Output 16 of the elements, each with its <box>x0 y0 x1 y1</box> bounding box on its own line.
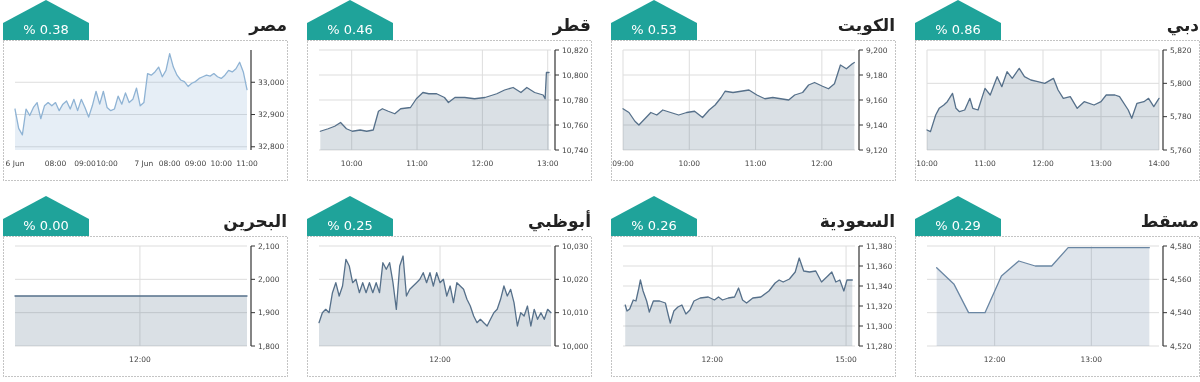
chart-title: دبي <box>1166 15 1200 36</box>
chart-title: مسقط <box>1140 211 1199 231</box>
chart-title: البحرين <box>223 211 287 232</box>
chart-subtitle: % 0.46 <box>327 22 373 37</box>
chart-title: السعودية <box>819 211 895 232</box>
chart-title: أبوظبي <box>527 210 591 232</box>
chart-subtitle: % 0.29 <box>935 218 981 233</box>
chart-title: قطر <box>551 15 591 36</box>
chart-title: مصر <box>248 15 287 36</box>
chart-subtitle: % 0.38 <box>23 22 69 37</box>
chart-subtitle: % 0.26 <box>631 218 677 233</box>
chart-subtitle: % 0.00 <box>23 218 69 233</box>
chart-subtitle: % 0.25 <box>327 218 373 233</box>
chart-subtitle: % 0.53 <box>631 22 677 37</box>
chart-title: الكويت <box>837 15 895 36</box>
chart-subtitle: % 0.86 <box>935 22 981 37</box>
